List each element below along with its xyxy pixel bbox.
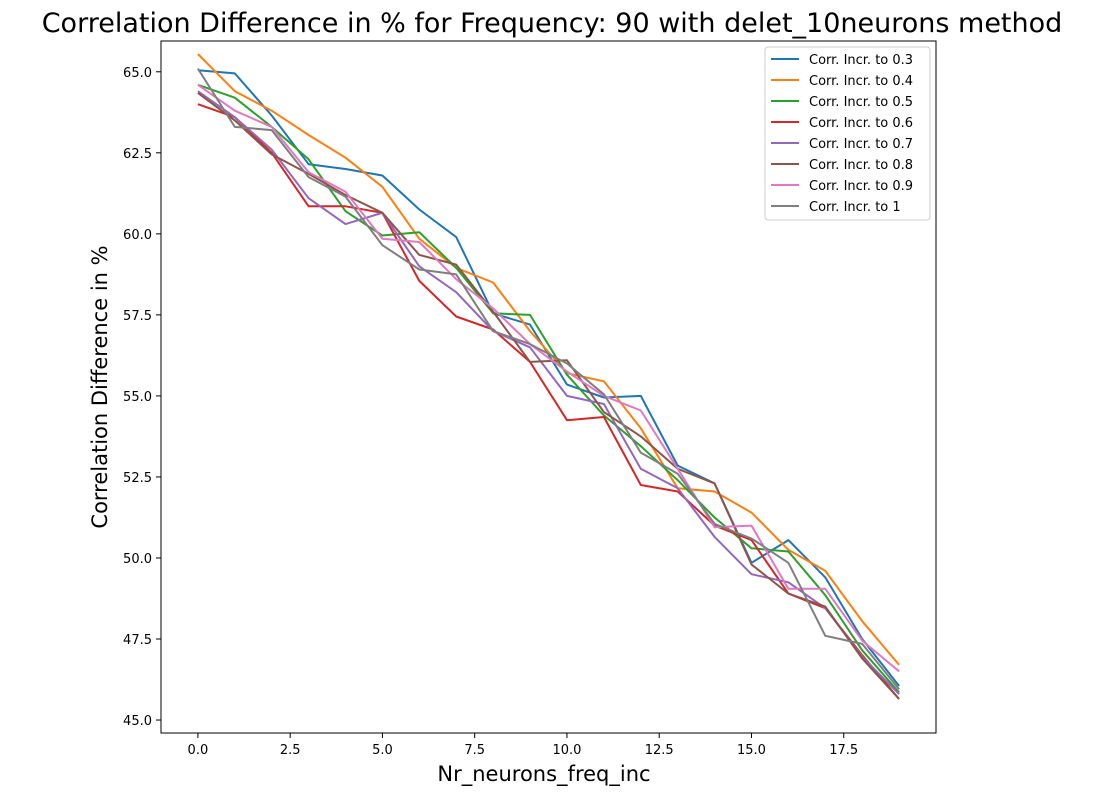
legend-label: Corr. Incr. to 0.6 — [809, 116, 913, 131]
legend-box — [764, 46, 931, 221]
x-tick-label: 15.0 — [737, 743, 766, 758]
x-tick-label: 10.0 — [552, 743, 581, 758]
series-line-7 — [197, 83, 900, 673]
series-line-6 — [197, 92, 900, 700]
y-tick-label: 50.0 — [123, 552, 152, 567]
series-line-4 — [197, 103, 900, 700]
chart-title: Correlation Difference in % for Frequenc… — [42, 8, 1063, 39]
series-line-2 — [197, 53, 900, 666]
x-tick-label: 12.5 — [645, 743, 674, 758]
legend-label: Corr. Incr. to 0.7 — [809, 137, 913, 152]
x-axis: 0.0 2.5 5.0 7.5 10.0 12.5 15.0 17.5 — [188, 733, 858, 758]
x-tick-label: 5.0 — [372, 743, 393, 758]
x-axis-label: Nr_neurons_freq_inc — [437, 762, 650, 787]
legend-label: Corr. Incr. to 0.9 — [809, 179, 913, 194]
y-tick-label: 52.5 — [123, 471, 152, 486]
y-tick-label: 65.0 — [123, 66, 152, 81]
y-tick-label: 60.0 — [123, 228, 152, 243]
x-tick-label: 2.5 — [280, 743, 301, 758]
series-line-3 — [197, 83, 900, 694]
y-axis-label: Correlation Difference in % — [88, 245, 112, 528]
y-tick-label: 62.5 — [123, 147, 152, 162]
series-line-8 — [197, 68, 900, 690]
x-tick-label: 17.5 — [829, 743, 858, 758]
y-tick-label: 55.0 — [123, 390, 152, 405]
y-tick-label: 57.5 — [123, 309, 152, 324]
y-axis: 45.0 47.5 50.0 52.5 55.0 57.5 60.0 62.5 65.0 — [123, 66, 161, 729]
series-lines — [197, 53, 900, 700]
x-tick-label: 7.5 — [464, 743, 485, 758]
legend-label: Corr. Incr. to 1 — [809, 200, 901, 215]
legend-label: Corr. Incr. to 0.5 — [809, 95, 913, 110]
legend: Corr. Incr. to 0.3 Corr. Incr. to 0.4 Corr… — [764, 46, 931, 221]
y-tick-label: 45.0 — [123, 714, 152, 729]
x-tick-label: 0.0 — [188, 743, 209, 758]
legend-label: Corr. Incr. to 0.4 — [809, 74, 913, 89]
series-line-5 — [197, 90, 900, 695]
legend-label: Corr. Incr. to 0.8 — [809, 158, 913, 173]
y-tick-label: 47.5 — [123, 633, 152, 648]
legend-label: Corr. Incr. to 0.3 — [809, 53, 913, 68]
